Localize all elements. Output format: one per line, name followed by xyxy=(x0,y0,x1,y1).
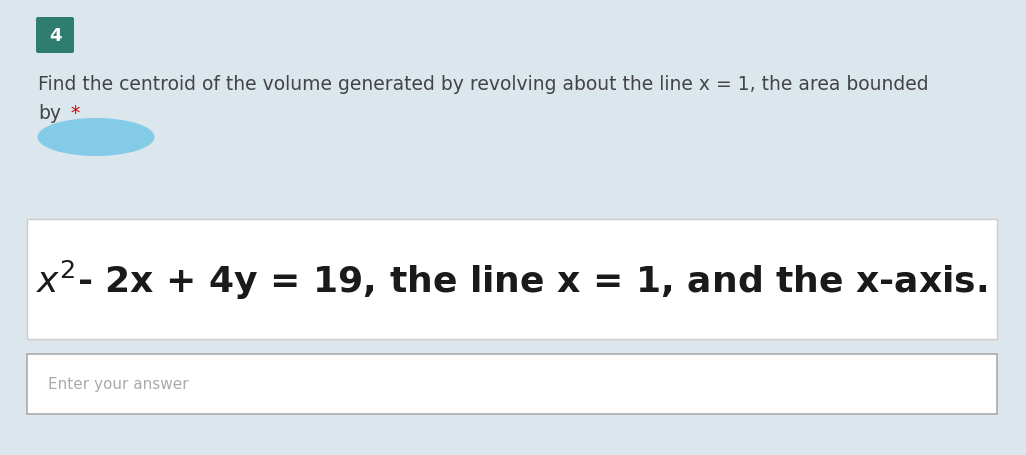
FancyBboxPatch shape xyxy=(27,354,997,414)
Text: *: * xyxy=(70,104,79,123)
Text: $x^2$- 2x + 4y = 19, the line x = 1, and the x-axis.: $x^2$- 2x + 4y = 19, the line x = 1, and… xyxy=(36,258,988,301)
Ellipse shape xyxy=(38,119,155,157)
FancyBboxPatch shape xyxy=(36,18,74,54)
Text: by: by xyxy=(38,104,61,123)
FancyBboxPatch shape xyxy=(23,10,1001,218)
FancyBboxPatch shape xyxy=(27,219,997,339)
Text: Enter your answer: Enter your answer xyxy=(48,377,189,392)
Text: Find the centroid of the volume generated by revolving about the line x = 1, the: Find the centroid of the volume generate… xyxy=(38,75,929,94)
Text: 4: 4 xyxy=(49,27,62,45)
